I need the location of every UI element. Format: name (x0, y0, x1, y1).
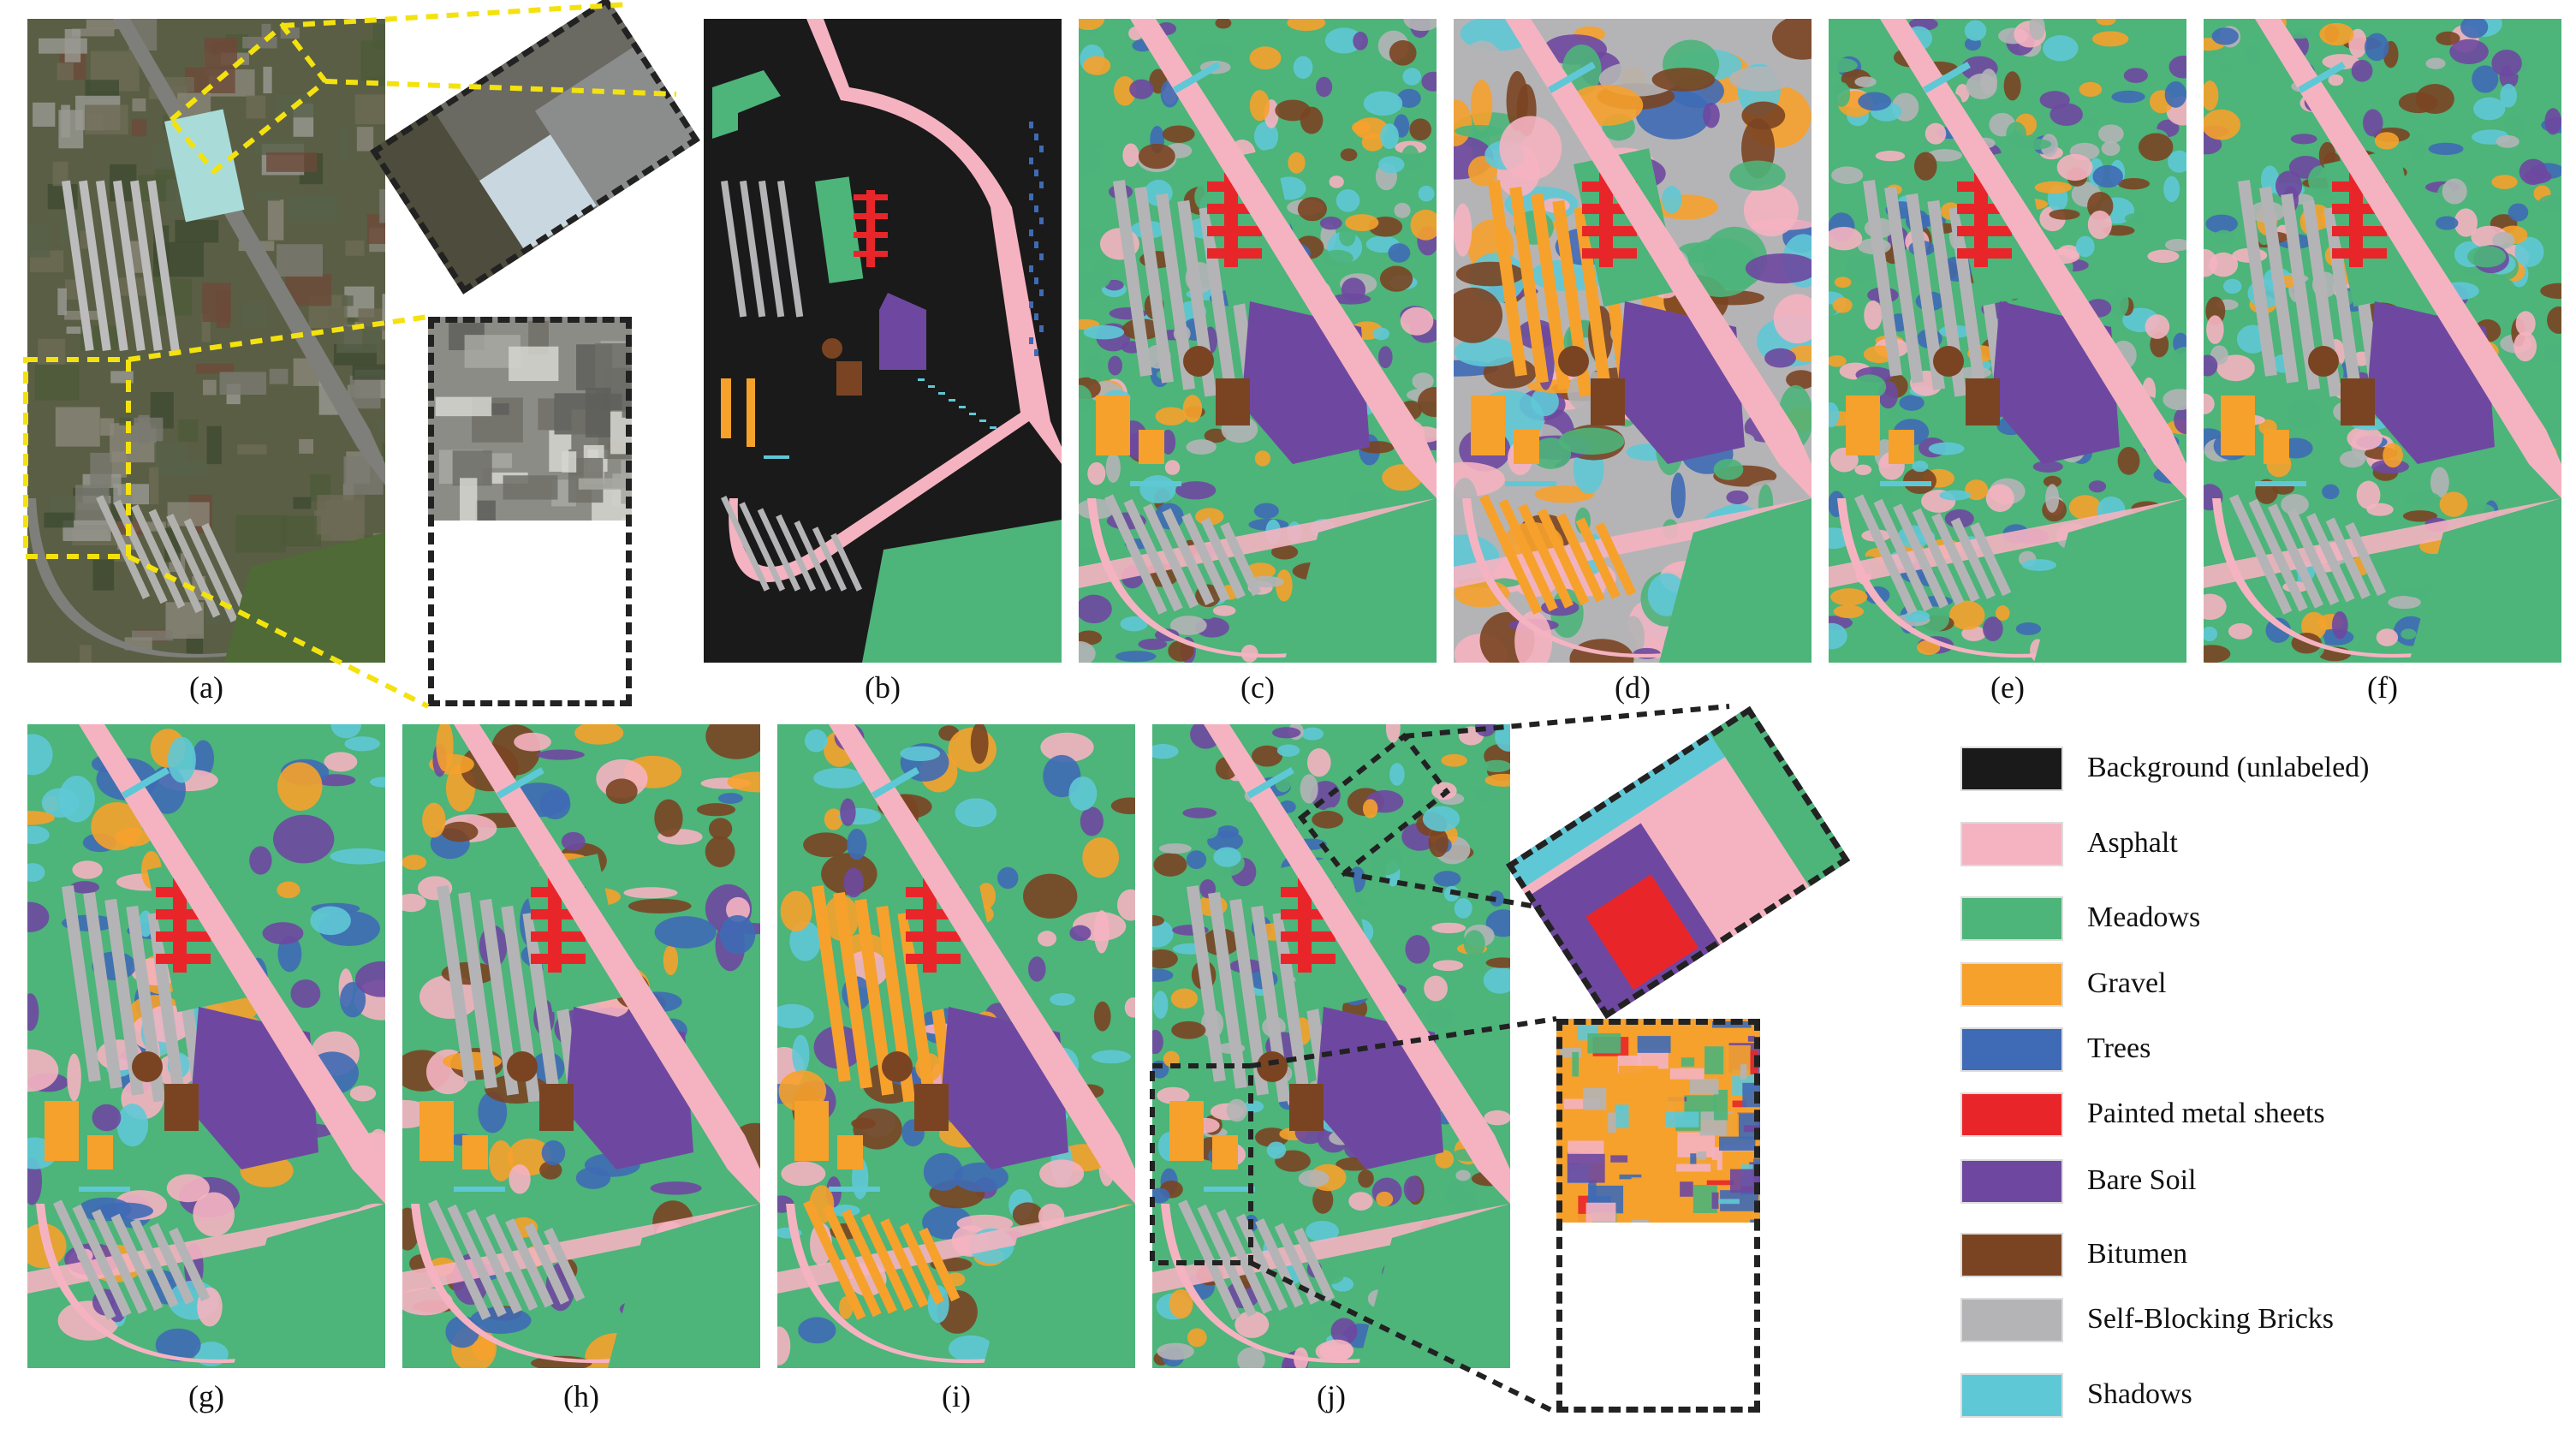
caption-c: (c) (1240, 670, 1275, 705)
legend-swatch (1960, 1027, 2063, 1072)
legend-label: Bitumen (2087, 1238, 2188, 1270)
classification-map-svg (27, 19, 385, 663)
legend-label: Meadows (2087, 901, 2201, 933)
legend-item-meadows: Meadows (1960, 896, 2560, 944)
legend-item-self-blocking-bricks: Self-Blocking Bricks (1960, 1298, 2560, 1346)
panel-b-ground-truth (704, 19, 1062, 663)
legend-item-painted-metal-sheets: Painted metal sheets (1960, 1092, 2560, 1140)
legend-swatch (1960, 822, 2063, 866)
panel-a-zoom-top (370, 0, 700, 295)
caption-d: (d) (1615, 670, 1651, 705)
panel-d-map (1454, 19, 1812, 663)
legend-label: Trees (2087, 1032, 2151, 1064)
zoom-inset-border (1505, 705, 1851, 1020)
caption-e: (e) (1990, 670, 2025, 705)
caption-f: (f) (2367, 670, 2398, 705)
legend-item-bitumen: Bitumen (1960, 1233, 2560, 1281)
panel-a-zoom-bottom (428, 317, 632, 706)
zoom-inset-svg (1556, 1019, 1760, 1245)
legend-label: Painted metal sheets (2087, 1098, 2325, 1129)
panel-i-map (777, 724, 1135, 1368)
classification-map-svg (1454, 19, 1812, 663)
caption-a: (a) (189, 670, 223, 705)
legend-label: Shadows (2087, 1378, 2192, 1410)
zoom-inset-border (370, 0, 700, 295)
caption-b: (b) (865, 670, 901, 705)
classification-map-svg (1079, 19, 1437, 663)
panel-g-map (27, 724, 385, 1368)
classification-map-svg (402, 724, 760, 1368)
classification-map-svg (1829, 19, 2186, 663)
classification-map-svg (27, 724, 385, 1368)
panel-a-rgb-image (27, 19, 385, 663)
legend-item-asphalt: Asphalt (1960, 822, 2560, 870)
zoom-inset-border (1556, 1019, 1760, 1413)
legend-swatch (1960, 896, 2063, 941)
zoom-inset-border (428, 317, 632, 706)
caption-i: (i) (942, 1379, 971, 1413)
legend-swatch (1960, 962, 2063, 1007)
legend-swatch (1960, 1092, 2063, 1137)
legend-swatch (1960, 1373, 2063, 1418)
legend-label: Bare Soil (2087, 1164, 2197, 1196)
legend-label: Self-Blocking Bricks (2087, 1303, 2335, 1335)
legend-swatch (1960, 1233, 2063, 1277)
classification-map-svg (2204, 19, 2561, 663)
legend-item-trees: Trees (1960, 1027, 2560, 1075)
legend-item-bare-soil: Bare Soil (1960, 1159, 2560, 1207)
legend-item-gravel: Gravel (1960, 962, 2560, 1010)
panel-j-zoom-bottom (1556, 1019, 1760, 1413)
panel-j-zoom-top (1505, 705, 1851, 1020)
legend-label: Gravel (2087, 967, 2167, 999)
panel-j-map (1152, 724, 1510, 1368)
caption-h: (h) (563, 1379, 599, 1413)
caption-g: (g) (188, 1379, 224, 1413)
classification-map-svg (704, 19, 1062, 663)
legend-item-background: Background (unlabeled) (1960, 747, 2560, 794)
panel-h-map (402, 724, 760, 1368)
legend-item-shadows: Shadows (1960, 1373, 2560, 1421)
panel-c-map (1079, 19, 1437, 663)
caption-j: (j) (1317, 1379, 1346, 1413)
legend-swatch (1960, 747, 2063, 791)
panel-e-map (1829, 19, 2186, 663)
legend-swatch (1960, 1159, 2063, 1204)
legend-label: Asphalt (2087, 827, 2178, 859)
legend-label: Background (unlabeled) (2087, 752, 2370, 783)
classification-map-svg (1152, 724, 1510, 1368)
zoom-inset-svg (428, 317, 632, 559)
legend-swatch (1960, 1298, 2063, 1342)
panel-f-map (2204, 19, 2561, 663)
classification-map-svg (777, 724, 1135, 1368)
